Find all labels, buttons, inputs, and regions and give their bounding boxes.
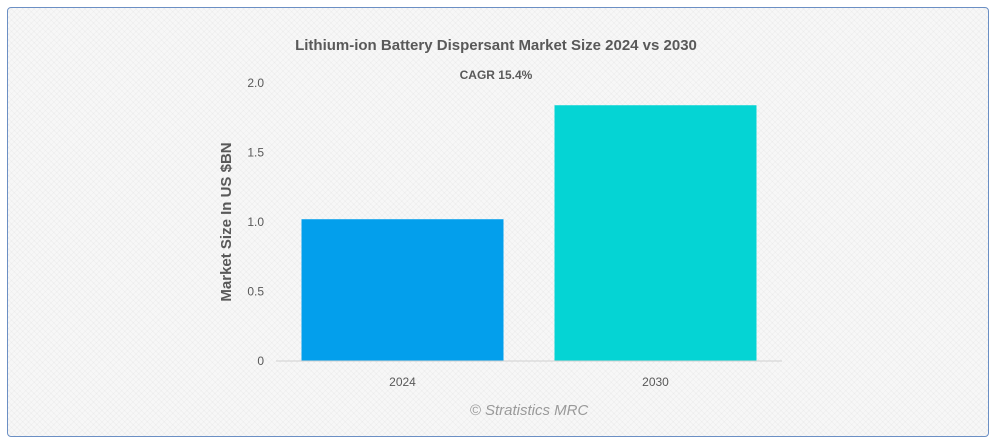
x-tick-label: 2030 bbox=[642, 375, 669, 389]
y-tick-label: 1.5 bbox=[247, 146, 264, 160]
y-tick-label: 0.5 bbox=[247, 285, 264, 299]
y-tick-label: 0 bbox=[257, 354, 264, 368]
y-tick-label: 2.0 bbox=[247, 76, 264, 90]
chart-title: Lithium-ion Battery Dispersant Market Si… bbox=[295, 37, 697, 54]
bar-2024[interactable] bbox=[301, 219, 504, 361]
x-axis-ticks: 2024 2030 bbox=[389, 375, 669, 389]
y-axis-label: Market Size In US $BN bbox=[218, 142, 235, 301]
watermark: © Stratistics MRC bbox=[470, 402, 589, 419]
bars bbox=[301, 105, 757, 362]
y-tick-label: 1.0 bbox=[247, 215, 264, 229]
x-tick-label: 2024 bbox=[389, 375, 416, 389]
y-axis-ticks: 0 0.5 1.0 1.5 2.0 bbox=[247, 76, 264, 368]
chart-subtitle: CAGR 15.4% bbox=[460, 68, 533, 82]
bar-2030[interactable] bbox=[554, 105, 757, 362]
